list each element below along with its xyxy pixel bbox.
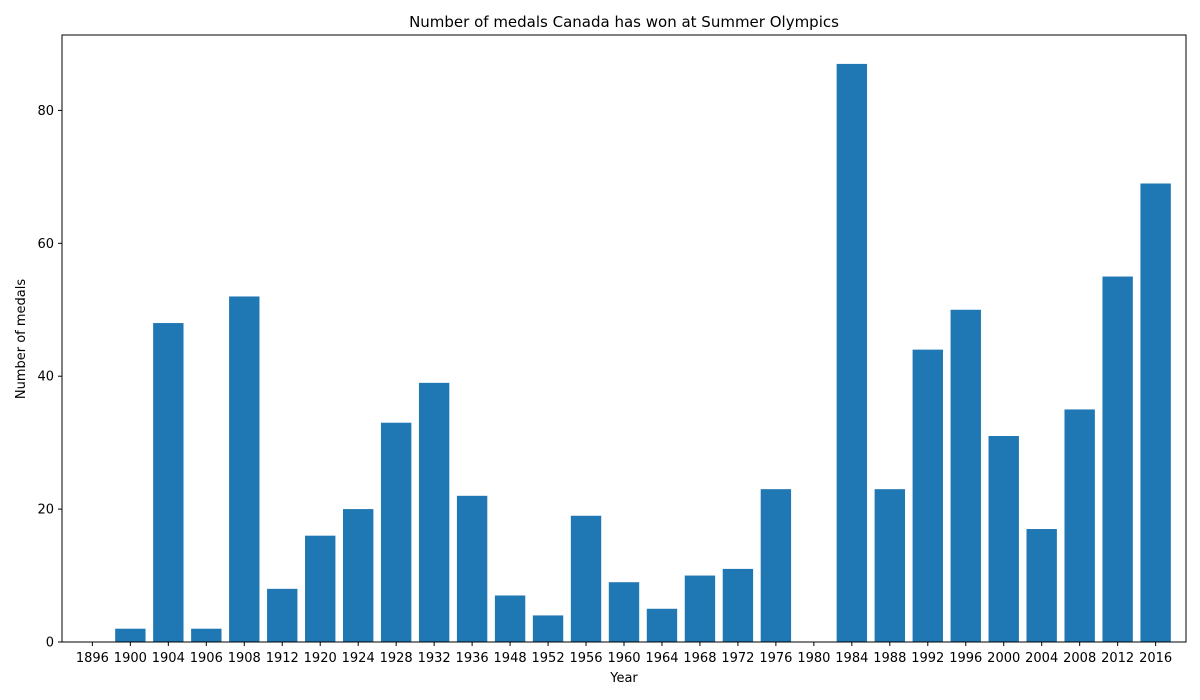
chart-title: Number of medals Canada has won at Summe… bbox=[409, 13, 839, 31]
x-tick-label: 1952 bbox=[532, 651, 565, 666]
y-tick-label: 60 bbox=[37, 237, 54, 252]
x-tick-label: 1928 bbox=[380, 651, 413, 666]
bar-2012 bbox=[1102, 276, 1133, 642]
x-tick-label: 1988 bbox=[873, 651, 906, 666]
bar-1996 bbox=[950, 309, 981, 642]
y-axis-ticks: 0 20 40 60 80 bbox=[37, 104, 62, 651]
bar-1960 bbox=[608, 582, 640, 642]
bar-1984 bbox=[836, 63, 868, 642]
x-tick-label: 1980 bbox=[797, 651, 830, 666]
bar-1936 bbox=[456, 495, 488, 642]
x-tick-label: 2008 bbox=[1063, 651, 1096, 666]
bar-1976 bbox=[760, 489, 792, 642]
bar-1904 bbox=[153, 323, 184, 642]
x-tick-label: 1960 bbox=[607, 651, 640, 666]
bar-2016 bbox=[1140, 183, 1171, 642]
x-tick-label: 2004 bbox=[1025, 651, 1058, 666]
x-tick-label: 1924 bbox=[342, 651, 375, 666]
bar-1992 bbox=[912, 349, 943, 642]
bar-1956 bbox=[570, 515, 602, 642]
bar-1952 bbox=[532, 615, 564, 642]
x-tick-label: 1964 bbox=[645, 651, 678, 666]
x-tick-label: 2000 bbox=[987, 651, 1020, 666]
y-tick-label: 40 bbox=[37, 370, 54, 385]
bar-1928 bbox=[380, 422, 412, 642]
x-axis-ticks: 1896 1900 1904 1906 1908 1912 1920 1924 1928 1932… bbox=[76, 642, 1172, 666]
x-tick-label: 1900 bbox=[114, 651, 147, 666]
bar-1920 bbox=[305, 535, 336, 642]
bars-layer bbox=[115, 63, 1171, 642]
x-tick-label: 1912 bbox=[266, 651, 299, 666]
x-tick-label: 1936 bbox=[456, 651, 489, 666]
bar-1968 bbox=[684, 575, 716, 642]
x-tick-label: 2012 bbox=[1101, 651, 1134, 666]
bar-1964 bbox=[646, 608, 678, 642]
x-tick-label: 1896 bbox=[76, 651, 109, 666]
bar-2004 bbox=[1026, 529, 1057, 642]
bar-2008 bbox=[1064, 409, 1095, 642]
bar-1912 bbox=[267, 588, 298, 642]
x-axis-label: Year bbox=[609, 671, 638, 686]
bar-1988 bbox=[874, 489, 905, 642]
bar-2000 bbox=[988, 436, 1019, 642]
x-tick-label: 2016 bbox=[1139, 651, 1172, 666]
bar-1924 bbox=[343, 509, 374, 642]
y-axis-label: Number of medals bbox=[14, 279, 29, 400]
y-tick-label: 0 bbox=[46, 636, 54, 651]
y-tick-label: 80 bbox=[37, 104, 54, 119]
y-tick-label: 20 bbox=[37, 503, 54, 518]
x-tick-label: 1976 bbox=[759, 651, 792, 666]
plot-frame bbox=[61, 34, 1187, 643]
x-tick-label: 1968 bbox=[683, 651, 716, 666]
x-tick-label: 1906 bbox=[190, 651, 223, 666]
x-tick-label: 1972 bbox=[721, 651, 754, 666]
bar-1908 bbox=[229, 296, 260, 642]
bar-1948 bbox=[494, 595, 526, 642]
x-tick-label: 1908 bbox=[228, 651, 261, 666]
x-tick-label: 1920 bbox=[304, 651, 337, 666]
x-tick-label: 1984 bbox=[835, 651, 868, 666]
bar-1972 bbox=[722, 568, 754, 642]
x-tick-label: 1904 bbox=[152, 651, 185, 666]
x-tick-label: 1956 bbox=[569, 651, 602, 666]
x-tick-label: 1932 bbox=[418, 651, 451, 666]
bar-1906 bbox=[191, 628, 222, 642]
x-tick-label: 1992 bbox=[911, 651, 944, 666]
bar-1932 bbox=[418, 382, 450, 642]
x-tick-label: 1948 bbox=[494, 651, 527, 666]
bar-1900 bbox=[115, 628, 146, 642]
x-tick-label: 1996 bbox=[949, 651, 982, 666]
